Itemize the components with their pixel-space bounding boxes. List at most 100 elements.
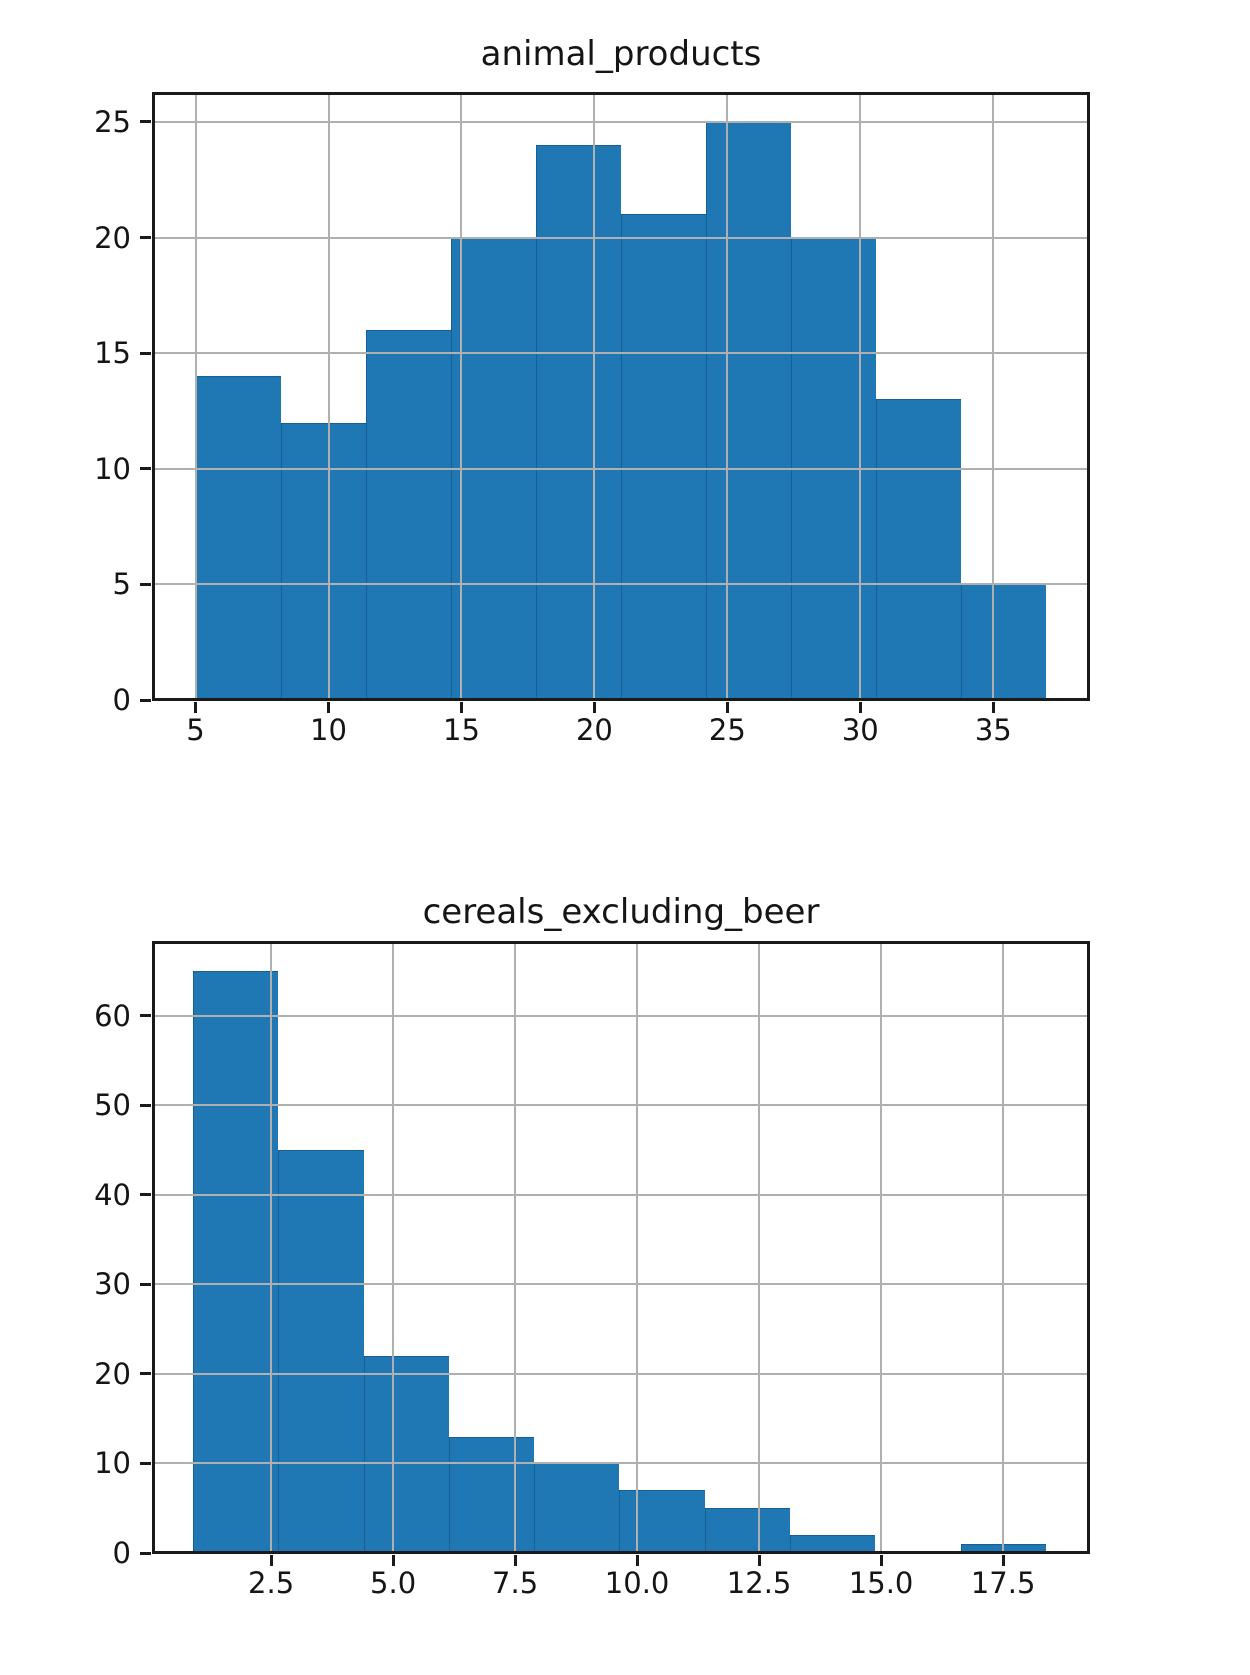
y-tick-label: 30 (94, 1267, 131, 1302)
histogram-bar (363, 1356, 449, 1553)
y-tick-label: 40 (94, 1177, 131, 1212)
x-gridline (392, 942, 395, 1553)
x-tick (1001, 1555, 1005, 1566)
y-tick (140, 1372, 151, 1376)
x-tick (194, 702, 198, 713)
x-gridline (194, 93, 197, 700)
x-tick-label: 25 (708, 713, 746, 747)
x-tick (879, 1555, 883, 1566)
y-tick-label: 50 (94, 1088, 131, 1123)
y-gridline (153, 583, 1089, 586)
y-gridline (153, 1372, 1089, 1375)
x-gridline (270, 942, 273, 1553)
y-tick (140, 1193, 151, 1197)
y-tick (140, 1103, 151, 1107)
x-tick (327, 702, 330, 713)
y-gridline (153, 1283, 1089, 1286)
y-tick (140, 1461, 151, 1465)
x-tick-label: 20 (575, 713, 613, 747)
histogram-bar (619, 1490, 705, 1553)
x-gridline (992, 93, 995, 700)
chart-title: cereals_excluding_beer (422, 892, 820, 932)
y-tick (140, 120, 151, 124)
histogram-bar (195, 376, 281, 700)
histogram-bar (365, 330, 451, 700)
histogram-bar (448, 1436, 535, 1553)
plot-border (152, 941, 1090, 1554)
y-tick (140, 351, 151, 355)
y-gridline (153, 1462, 1089, 1465)
chart-title: animal_products (480, 34, 762, 74)
x-gridline (880, 942, 883, 1553)
x-gridline (514, 942, 517, 1553)
histogram-bar (876, 399, 962, 700)
x-tick (459, 702, 463, 713)
histogram-bar (193, 971, 279, 1553)
x-tick-label: 15 (443, 713, 480, 747)
y-gridline (153, 467, 1089, 470)
histogram-bar (621, 214, 707, 700)
y-tick-label: 10 (94, 1446, 131, 1481)
x-gridline (1002, 942, 1005, 1553)
y-gridline (153, 1193, 1089, 1196)
y-tick (140, 236, 151, 240)
x-tick (991, 702, 995, 713)
x-tick (635, 1555, 639, 1566)
x-gridline (327, 93, 330, 700)
y-gridline (153, 236, 1089, 239)
y-tick-label: 60 (94, 998, 131, 1033)
x-gridline (636, 942, 639, 1553)
x-tick (757, 1555, 761, 1566)
x-tick-label: 2.5 (248, 1566, 295, 1600)
plot-border (152, 92, 1090, 701)
x-tick (858, 702, 862, 713)
y-gridline (153, 120, 1089, 123)
histogram-bar (704, 1508, 790, 1553)
histogram-bar (534, 1463, 620, 1553)
y-tick (140, 1551, 151, 1555)
y-tick (140, 1014, 151, 1018)
y-tick (140, 1282, 151, 1286)
y-tick (140, 467, 151, 471)
x-tick-label: 35 (974, 713, 1012, 747)
y-tick-label: 0 (112, 1535, 131, 1570)
x-tick-label: 7.5 (492, 1566, 539, 1600)
y-gridline (153, 1014, 1089, 1017)
y-tick-label: 20 (94, 1356, 131, 1391)
x-tick-label: 5 (186, 713, 205, 747)
x-tick-label: 15.0 (848, 1566, 914, 1600)
x-tick-label: 30 (841, 713, 879, 747)
y-tick-label: 0 (112, 682, 131, 717)
x-gridline (460, 93, 463, 700)
y-gridline (153, 1104, 1089, 1107)
x-tick (592, 702, 596, 713)
y-tick-label: 10 (94, 451, 131, 486)
x-tick (725, 702, 729, 713)
x-gridline (758, 942, 761, 1553)
x-tick-label: 10.0 (604, 1566, 670, 1600)
x-tick-label: 5.0 (370, 1566, 417, 1600)
y-tick-label: 25 (94, 104, 131, 139)
y-tick-label: 5 (112, 567, 131, 602)
x-tick (269, 1555, 273, 1566)
x-tick-label: 10 (310, 713, 347, 747)
y-gridline (153, 352, 1089, 355)
y-tick (140, 582, 151, 586)
histogram-bar (961, 584, 1047, 700)
x-tick-label: 17.5 (970, 1566, 1036, 1600)
x-gridline (726, 93, 729, 700)
histogram-bar (278, 1150, 364, 1553)
y-tick (140, 698, 151, 702)
y-tick-label: 15 (94, 335, 131, 370)
histogram-bar (789, 1535, 876, 1553)
x-tick-label: 12.5 (726, 1566, 792, 1600)
x-tick (391, 1555, 395, 1566)
x-tick (513, 1555, 517, 1566)
x-gridline (859, 93, 862, 700)
x-gridline (593, 93, 596, 700)
histogram-bar (706, 121, 792, 700)
y-tick-label: 20 (94, 220, 131, 255)
